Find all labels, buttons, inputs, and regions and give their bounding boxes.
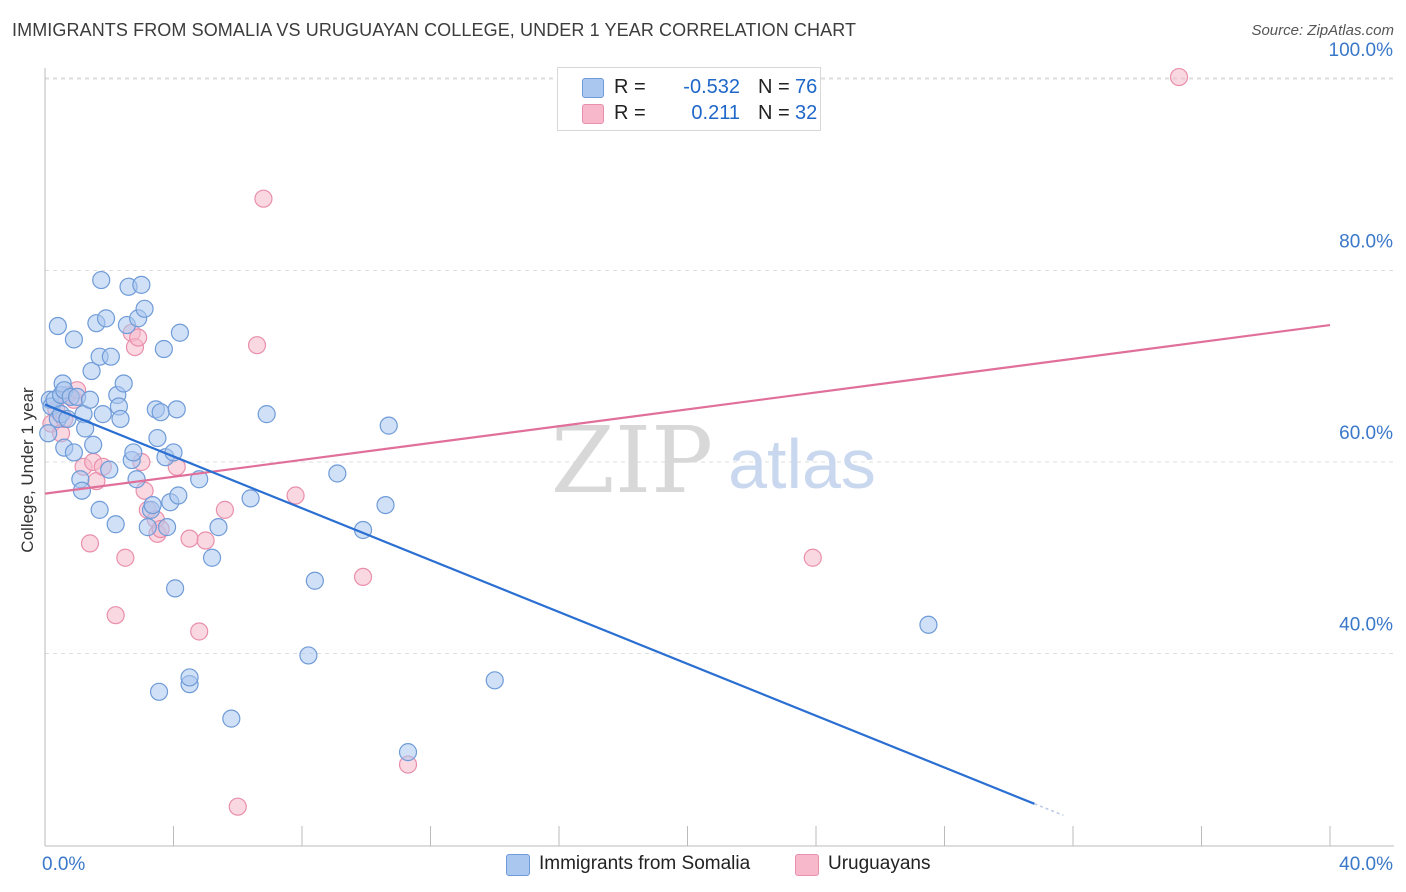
somalia-point: [106, 515, 125, 534]
source-label: Source: ZipAtlas.com: [1251, 22, 1394, 39]
somalia-point: [299, 646, 318, 665]
somalia-point: [101, 347, 120, 366]
legend-n-label: N =: [758, 76, 790, 98]
uruguayans-point: [180, 529, 199, 548]
uruguayans-point: [106, 606, 125, 625]
x-tick-label-max: 40.0%: [1339, 854, 1393, 875]
somalia-point: [241, 489, 260, 508]
somalia-point: [148, 428, 167, 448]
somalia-point: [64, 443, 84, 462]
uruguayans-point: [129, 328, 148, 347]
legend-swatch-pink: [582, 104, 604, 124]
somalia-point: [48, 316, 67, 336]
uruguayans-point: [803, 548, 822, 567]
somalia-point: [919, 615, 938, 634]
somalia-point: [398, 743, 418, 762]
uruguayans-point: [247, 336, 267, 355]
uruguayans-point: [286, 486, 305, 505]
somalia-point: [485, 671, 504, 690]
somalia-point: [149, 682, 169, 701]
watermark-atlas: atlas: [728, 425, 876, 503]
somalia-points: [39, 270, 938, 762]
legend-n-value: 76: [795, 76, 818, 98]
uruguayans-point: [254, 189, 273, 208]
somalia-point: [96, 309, 116, 328]
somalia-point: [138, 518, 157, 537]
somalia-point: [257, 405, 276, 424]
somalia-point: [124, 443, 143, 462]
legend-n-value: 32: [795, 102, 818, 124]
legend-swatch-blue: [582, 78, 604, 98]
somalia-point: [305, 571, 324, 590]
chart-title: IMMIGRANTS FROM SOMALIA VS URUGUAYAN COL…: [12, 20, 857, 40]
somalia-trend-extension: [1034, 803, 1064, 817]
somalia-point: [84, 435, 103, 454]
somalia-point: [114, 374, 133, 393]
y-tick-label: 60.0%: [1339, 423, 1393, 444]
somalia-point: [64, 330, 84, 349]
somalia-point: [132, 275, 151, 294]
uruguayans-point: [196, 531, 215, 550]
somalia-point: [143, 495, 162, 515]
somalia-point: [90, 500, 109, 519]
legend-r-value: 0.211: [691, 102, 740, 124]
correlation-legend: R = -0.532 N = 76 R = 0.211 N = 32: [557, 67, 821, 131]
somalia-point: [209, 518, 228, 537]
watermark-zip: ZIP: [551, 407, 713, 514]
somalia-point: [167, 400, 186, 419]
somalia-point: [111, 409, 130, 429]
bottom-legend-swatch-blue: [506, 854, 530, 876]
uruguayans-point: [215, 500, 234, 519]
y-tick-label: 80.0%: [1339, 232, 1393, 253]
legend-n-label: N =: [758, 102, 790, 124]
somalia-point: [166, 579, 185, 598]
bottom-legend-swatch-pink: [795, 854, 819, 876]
somalia-point: [80, 390, 100, 409]
somalia-point: [154, 339, 173, 359]
uruguayans-trend-line: [44, 323, 1331, 495]
bottom-legend-label: Immigrants from Somalia: [539, 853, 751, 874]
uruguayans-point: [353, 567, 373, 587]
uruguayans-point: [80, 534, 100, 553]
legend-r-value: -0.532: [683, 76, 740, 98]
y-tick-label: 100.0%: [1329, 40, 1394, 61]
somalia-point: [100, 460, 119, 479]
grid-lines: [45, 77, 1394, 654]
somalia-point: [222, 709, 241, 728]
somalia-point: [157, 518, 177, 537]
uruguayans-point: [228, 797, 247, 816]
x-tick-label-min: 0.0%: [42, 854, 85, 875]
somalia-trend-line: [44, 403, 1035, 805]
uruguayans-point: [1169, 67, 1189, 87]
somalia-point: [180, 668, 199, 687]
somalia-point: [170, 323, 190, 342]
somalia-point: [379, 416, 398, 435]
legend-r-label: R =: [614, 76, 646, 98]
somalia-point: [92, 270, 111, 290]
uruguayans-point: [190, 622, 209, 641]
somalia-point: [127, 470, 146, 489]
somalia-point: [169, 486, 188, 505]
somalia-point: [39, 424, 58, 443]
legend-r-label: R =: [614, 102, 646, 124]
trend-lines: [44, 323, 1331, 817]
somalia-point: [82, 361, 101, 381]
somalia-point: [93, 405, 112, 424]
y-tick-label: 40.0%: [1339, 615, 1393, 636]
somalia-point: [202, 548, 222, 567]
watermark: ZIP atlas: [551, 407, 876, 514]
y-tick-labels: 40.0% 60.0% 80.0% 100.0%: [1329, 40, 1394, 636]
somalia-point: [72, 481, 92, 500]
bottom-legend-label: Uruguayans: [828, 853, 931, 874]
uruguayans-point: [116, 548, 135, 567]
somalia-point: [328, 464, 347, 483]
somalia-point: [135, 299, 154, 318]
somalia-point: [376, 495, 395, 515]
axes: [44, 68, 1394, 847]
somalia-point: [151, 403, 170, 422]
x-tick-labels: 0.0% 40.0%: [42, 854, 1393, 875]
